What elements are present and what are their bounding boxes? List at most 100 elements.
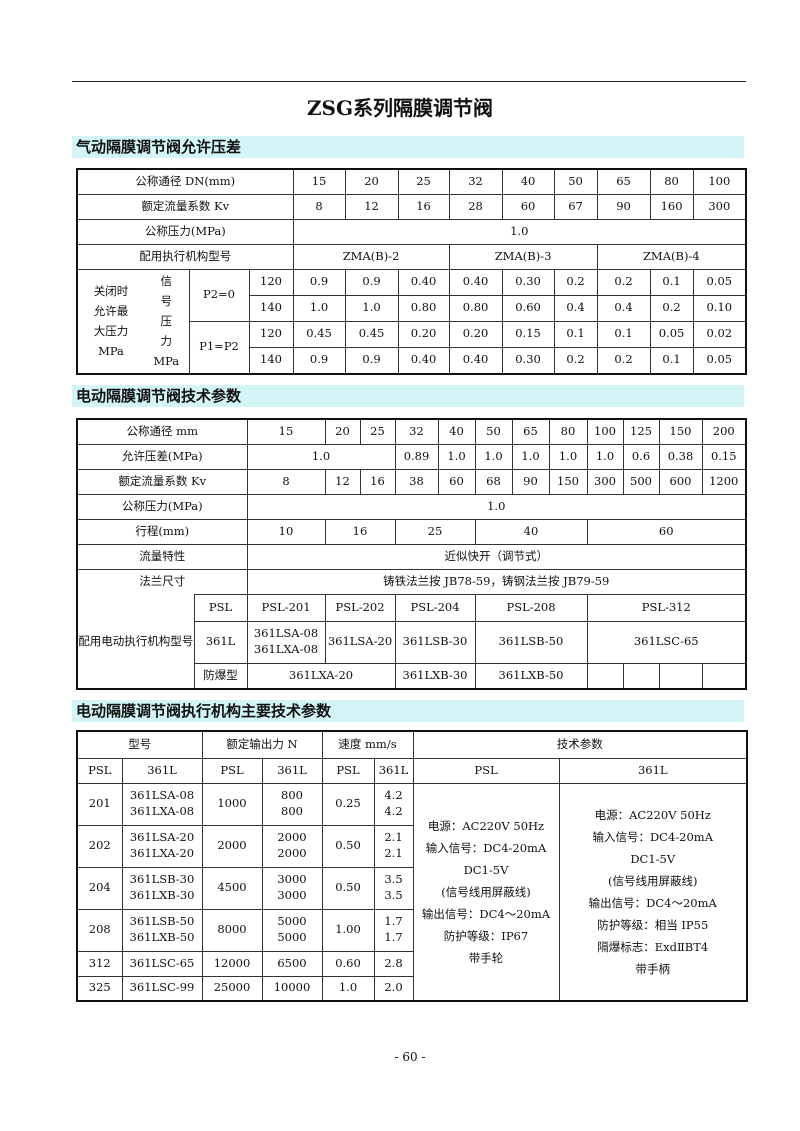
cell: 65 <box>596 168 651 195</box>
cell: 361LSC-65 <box>121 950 203 977</box>
row-label: 行程(mm) <box>76 518 248 545</box>
text: 361LXA-20 <box>129 846 195 860</box>
row-sublabel: 361L <box>193 620 248 664</box>
condition-label: P2=0 <box>188 268 250 322</box>
cell: 361LSB-50 361LXB-50 <box>121 908 203 952</box>
cell: 100 <box>692 168 747 195</box>
cell: 1.7 1.7 <box>373 908 414 952</box>
row-label: 允许压差(MPa) <box>76 443 248 470</box>
cell: 0.2 <box>649 294 694 322</box>
cell: 25 <box>397 168 450 195</box>
cell: 0.9 <box>344 268 399 296</box>
cell: 361LXA-20 <box>246 662 396 690</box>
table-row: 型号 额定输出力 N 速度 mm/s 技术参数 <box>76 730 748 759</box>
cell: 600 <box>658 468 703 495</box>
text: 2.8 <box>384 955 403 970</box>
table-row: 防爆型 361LXA-20 361LXB-30 361LXB-50 <box>77 662 747 690</box>
table-row: P1=P2 120 0.45 0.45 0.20 0.20 0.15 0.1 0.1 0.05 0.… <box>77 320 747 375</box>
cell: 67 <box>553 193 598 220</box>
cell: 0.80 <box>448 294 503 322</box>
text: 5000 <box>277 930 307 944</box>
cell: 1.0 <box>586 443 624 470</box>
tech-361l: 电源：AC220V 50Hz 输入信号：DC4-20mA DC1-5V (信号线用屏蔽… <box>558 782 748 1002</box>
cell: 1.00 <box>321 908 375 952</box>
table-row: 额定流量系数 Kv 8 12 16 38 60 68 90 150 300 500 600 1200 <box>76 468 747 495</box>
text: 6500 <box>277 955 307 970</box>
tech-line: DC1-5V <box>630 851 676 866</box>
row-label: 流量特性 <box>76 543 248 570</box>
text: 361LXB-50 <box>129 930 195 944</box>
text: MPa <box>98 344 124 359</box>
table-row: 201 361LSA-08 361LXA-08 1000 800 800 0.25 4.2 4.… <box>76 782 748 1002</box>
cell: 2000 <box>201 824 263 868</box>
cell: 0.50 <box>321 866 375 910</box>
cell: 0.1 <box>649 346 694 375</box>
text: 5000 <box>277 914 307 929</box>
text: 1.7 <box>384 930 403 944</box>
cell: 1.0 <box>292 294 346 322</box>
cell: 0.40 <box>397 346 450 375</box>
cell: 125 <box>622 418 660 445</box>
tech-psl: 电源：AC220V 50Hz 输入信号：DC4-20mA DC1-5V (信号线用屏蔽… <box>412 782 560 1002</box>
table-row: 325 361LSC-99 25000 10000 1.0 2.0 <box>76 975 747 1002</box>
row-label: 配用电动执行机构型号 <box>76 594 195 690</box>
cell: 90 <box>596 193 651 220</box>
cell: 0.50 <box>321 824 375 868</box>
page-title: ZSG系列隔膜调节阀 <box>306 96 494 120</box>
cell: 0.9 <box>344 346 399 375</box>
text: 361LSC-65 <box>129 955 195 970</box>
subheader: PSL <box>412 757 560 784</box>
table-row: 额定流量系数 Kv 8 12 16 28 60 67 90 160 300 <box>76 193 747 220</box>
table-row: 204 361LSB-30 361LXB-30 4500 3000 3000 0.50 3.5… <box>76 866 747 910</box>
signal-pressure: 120 <box>248 268 294 296</box>
cell: 0.15 <box>701 443 747 470</box>
cell: 0.9 <box>292 346 346 375</box>
tech-line: 带手柄 <box>635 961 671 976</box>
cell: 0.30 <box>501 346 555 375</box>
cell: 40 <box>501 168 555 195</box>
tech-line: 输出信号：DC4～20mA <box>588 895 717 910</box>
cell: 361LSA-08 361LXA-08 <box>246 620 326 664</box>
text: 361LXA-08 <box>129 804 195 818</box>
table-row: 公称压力(MPa) 1.0 <box>76 218 747 245</box>
cell: 0.45 <box>344 320 399 348</box>
cell: 0.1 <box>596 320 651 348</box>
cell: 60 <box>437 468 476 495</box>
text: 允许最 <box>93 304 129 319</box>
cell: PSL-201 <box>246 593 326 622</box>
tech-line: 电源：AC220V 50Hz <box>427 818 545 833</box>
text: 2.1 <box>384 830 403 845</box>
cell: 1.0 <box>437 443 476 470</box>
tech-line: 电源：AC220V 50Hz <box>594 807 711 822</box>
cell: 0.9 <box>292 268 346 296</box>
text: 2.0 <box>384 980 403 995</box>
cell: 60 <box>501 193 555 220</box>
cell: 0.25 <box>321 782 375 826</box>
text: 1.7 <box>384 914 403 929</box>
cell: 361LSA-20 361LXA-20 <box>121 824 203 868</box>
cell: 2.0 <box>373 975 414 1002</box>
row-label: 法兰尺寸 <box>76 568 248 594</box>
cell: ZMA(B)-4 <box>596 243 747 270</box>
cell: PSL-312 <box>586 593 747 622</box>
subheader: PSL <box>321 757 375 784</box>
table-row: 法兰尺寸 铸铁法兰按 JB78-59，铸钢法兰按 JB79-59 <box>76 568 747 595</box>
cell: 202 <box>76 824 123 868</box>
table-row: 配用执行机构型号 ZMA(B)-2 ZMA(B)-3 ZMA(B)-4 <box>76 243 747 270</box>
cell: 361LSC-99 <box>121 975 203 1002</box>
cell: 25 <box>394 518 476 545</box>
cell: 2.1 2.1 <box>373 824 414 868</box>
text: 3.5 <box>384 888 403 902</box>
cell: 65 <box>511 418 550 445</box>
cell: 80 <box>548 418 588 445</box>
text: 361LSA-20 <box>129 830 195 845</box>
cell: 0.40 <box>448 268 503 296</box>
header-rule <box>72 81 746 82</box>
table-row: 208 361LSB-50 361LXB-50 8000 5000 5000 1.00 1.7… <box>76 908 747 952</box>
cell: 0.6 <box>622 443 660 470</box>
text: 4.2 <box>384 788 403 803</box>
cell: 0.10 <box>692 294 747 322</box>
cell: 361LSC-65 <box>586 620 747 664</box>
table-row: 允许压差(MPa) 1.0 0.89 1.0 1.0 1.0 1.0 1.0 0.6 0.38 0.… <box>76 443 747 470</box>
cell: 361LSB-30 <box>394 620 476 664</box>
